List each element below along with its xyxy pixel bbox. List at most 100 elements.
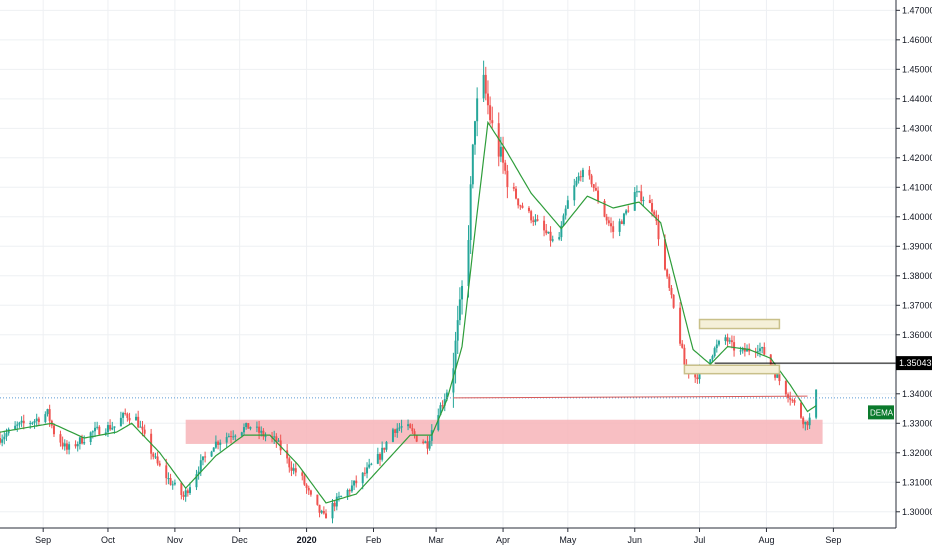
x-tick-label: Jun (627, 535, 642, 545)
y-tick-label: 1.32000 (902, 448, 932, 458)
candle-body (461, 285, 464, 300)
x-tick-label: Jul (694, 535, 706, 545)
candle-body (618, 221, 621, 232)
candle-body (199, 460, 202, 472)
candle-body (217, 441, 220, 445)
candle-body (506, 170, 509, 188)
candle-body (415, 435, 418, 442)
candle-body (346, 490, 349, 497)
x-axis[interactable]: Sep Oct Nov Dec 2020 Feb Mar Apr May Jun Jul Aug Sep (35, 528, 841, 545)
candle-body (758, 348, 761, 352)
candle-body (158, 463, 161, 466)
x-tick-label: May (559, 535, 577, 545)
candle-body (337, 496, 340, 498)
resistance-box (698, 318, 781, 330)
x-tick-label: Sep (35, 535, 51, 545)
candle-body (396, 428, 399, 433)
candle-body (370, 463, 373, 465)
x-tick-label: Feb (366, 535, 382, 545)
candle-body (141, 426, 144, 430)
candle-body (201, 456, 204, 461)
y-tick-label: 1.31000 (902, 477, 932, 487)
candle-body (152, 453, 155, 457)
candle-body (143, 429, 146, 434)
candle-body (452, 368, 455, 393)
candle-body (113, 426, 116, 428)
candle-body (65, 443, 68, 450)
candle-body (672, 294, 675, 308)
candle-body (46, 409, 49, 415)
candle-body (413, 431, 416, 436)
candle-body (579, 176, 582, 178)
y-tick-label: 1.39000 (902, 241, 932, 251)
y-tick-label: 1.44000 (902, 94, 932, 104)
candle-body (16, 424, 19, 426)
candle-body (469, 184, 472, 241)
support-zone (185, 419, 823, 444)
candle-body (603, 200, 606, 217)
candle-body (394, 429, 397, 433)
candle-body (353, 480, 356, 486)
candle-body (106, 425, 109, 433)
candle-body (808, 417, 811, 426)
candle-body (234, 435, 237, 437)
candle-body (424, 441, 427, 443)
candle-body (214, 441, 217, 448)
candle-body (670, 287, 673, 295)
candle-body (728, 340, 731, 342)
candle-body (441, 405, 444, 407)
y-tick-label: 1.38000 (902, 271, 932, 281)
candle-body (361, 472, 364, 484)
candle-body (515, 188, 518, 199)
dema-line (0, 120, 817, 504)
price-tag-bg (896, 356, 932, 371)
candle-body (333, 502, 336, 507)
candle-body (791, 399, 794, 401)
candle-body (260, 430, 263, 433)
candle-body (18, 422, 21, 425)
candle-body (184, 490, 187, 497)
candle-body (335, 496, 338, 507)
candle-body (249, 427, 252, 429)
candle-body (422, 441, 425, 443)
candle-body (279, 440, 282, 451)
candle-body (597, 190, 600, 201)
candle-body (743, 348, 746, 352)
candle-body (180, 482, 183, 496)
candle-body (730, 340, 733, 343)
candle-body (590, 175, 593, 185)
candle-body (322, 510, 325, 514)
x-tick-label: Mar (428, 535, 444, 545)
candle-body (456, 320, 459, 341)
candle-body (44, 414, 47, 423)
candle-body (739, 350, 742, 352)
candle-body (275, 436, 278, 442)
candle-body (594, 187, 597, 191)
candle-body (188, 487, 191, 494)
candle-body (350, 485, 353, 492)
candle-body (804, 421, 807, 425)
x-tick-label: Sep (825, 535, 841, 545)
candle-body (491, 120, 494, 124)
candle-body (33, 421, 36, 423)
candle-body (620, 221, 623, 224)
candle-body (713, 348, 716, 357)
candle-body (502, 146, 505, 163)
candle-body (171, 484, 174, 486)
price-tag-label: 1.35043 (899, 358, 932, 368)
candle-body (473, 121, 476, 145)
candle-body (746, 348, 749, 352)
indicator-tag-bg (868, 405, 894, 420)
candle-body (562, 215, 565, 226)
candle-body (486, 93, 489, 106)
candle-body (588, 169, 591, 176)
candle-body (197, 471, 200, 475)
candle-body (625, 210, 628, 214)
candle-body (74, 444, 77, 447)
candle-body (154, 456, 157, 458)
candle-body (286, 450, 289, 459)
annotation-layer (185, 419, 823, 444)
candle-body (288, 458, 291, 468)
